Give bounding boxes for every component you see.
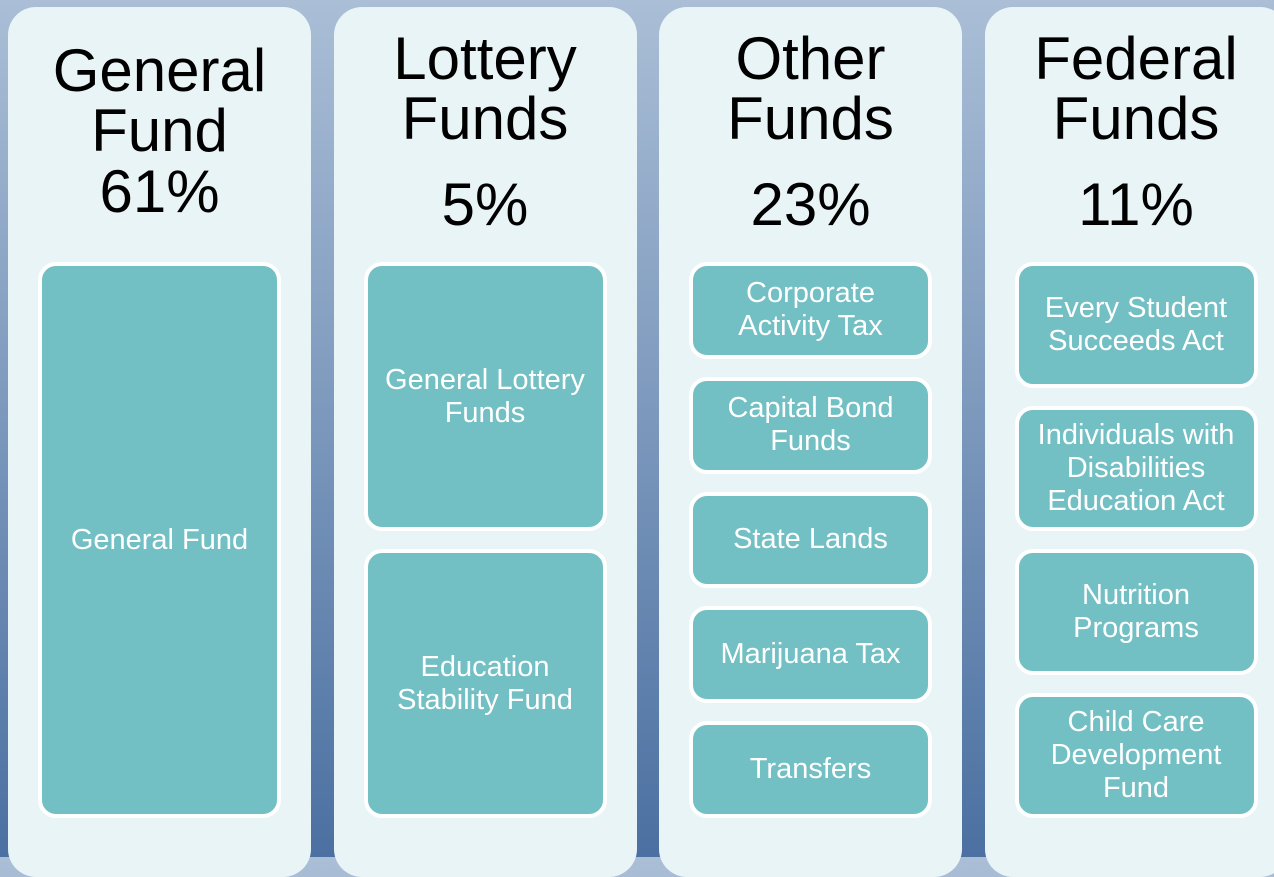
fund-title: Lottery Funds [364,29,607,149]
fund-source-label: Transfers [750,753,871,786]
fund-sources: General Fund [38,262,281,818]
fund-sources: Corporate Activity Tax Capital Bond Funds… [689,262,932,818]
fund-percent: 11% [985,175,1274,235]
fund-source-label: Capital Bond Funds [701,392,920,458]
fund-source-label: Every Student Succeeds Act [1027,292,1246,358]
fund-percent: 5% [334,175,637,235]
fund-source-label: Nutrition Programs [1027,579,1246,645]
fund-column: Lottery Funds 5% General Lottery Funds Educ… [334,7,637,877]
fund-title: Other Funds [689,29,932,149]
fund-source-label: General Lottery Funds [376,364,595,430]
fund-source-label: Child Care Development Fund [1027,706,1246,805]
fund-source-label: State Lands [733,523,888,556]
fund-title: Federal Funds [1015,29,1258,149]
fund-sources: General Lottery Funds Education Stability… [364,262,607,818]
fund-source: Individuals with Disabilities Education … [1015,406,1258,532]
fund-source-label: General Fund [71,524,248,557]
fund-source: State Lands [689,492,932,589]
fund-source: Transfers [689,721,932,818]
fund-title: General Fund [38,41,281,161]
fund-source: Nutrition Programs [1015,549,1258,675]
fund-percent: 61% [8,162,311,222]
fund-source-label: Education Stability Fund [376,651,595,717]
fund-source-label: Individuals with Disabilities Education … [1027,419,1246,518]
fund-source: Every Student Succeeds Act [1015,262,1258,388]
fund-source-label: Marijuana Tax [720,638,900,671]
fund-source: Child Care Development Fund [1015,693,1258,819]
fund-source: Capital Bond Funds [689,377,932,474]
fund-column: Federal Funds 11% Every Student Succeeds A… [985,7,1274,877]
fund-source: Corporate Activity Tax [689,262,932,359]
fund-sources: Every Student Succeeds Act Individuals wi… [1015,262,1258,818]
fund-percent: 23% [659,175,962,235]
fund-source-label: Corporate Activity Tax [701,277,920,343]
fund-source: Education Stability Fund [364,549,607,818]
fund-source: Marijuana Tax [689,606,932,703]
fund-column: Other Funds 23% Corporate Activity Tax Capi… [659,7,962,877]
fund-source: General Lottery Funds [364,262,607,531]
fund-source: General Fund [38,262,281,818]
